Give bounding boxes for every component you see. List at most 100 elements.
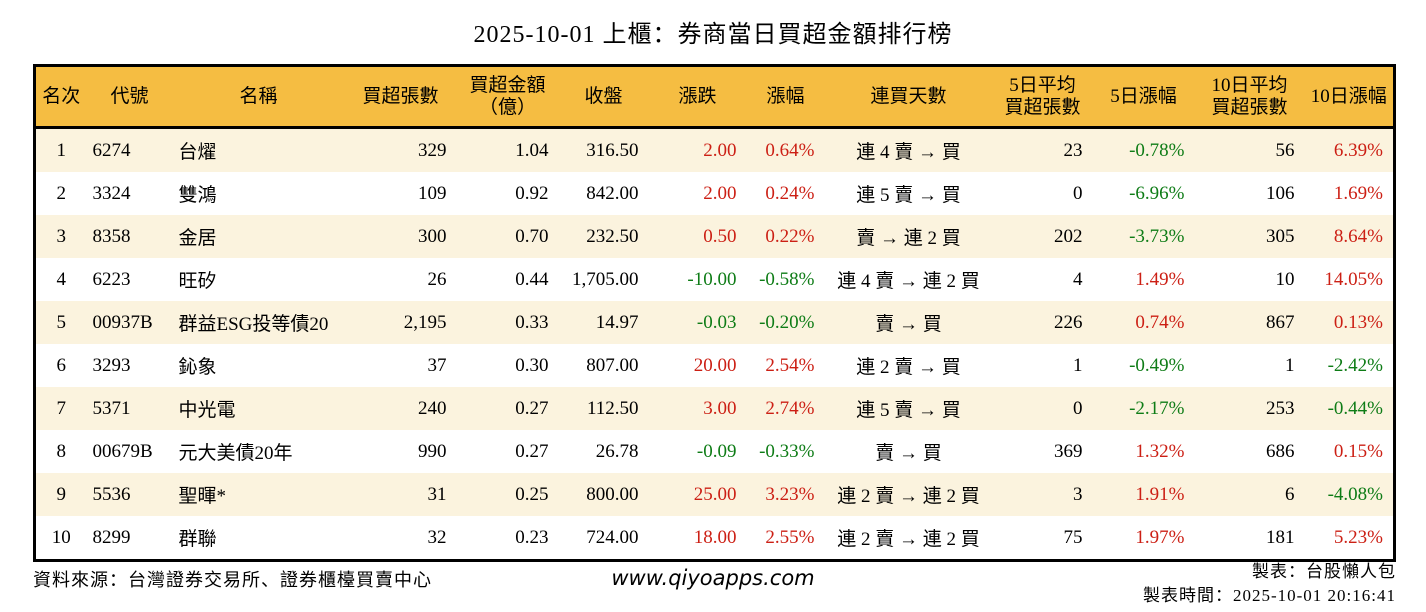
table-header: 名次 代號 名稱 買超張數 買超金額 （億） 收盤 漲跌 漲幅 連買天數 5日平均 買超張數 5日漲… xyxy=(34,65,1395,129)
cell-change-pct: 0.22% xyxy=(746,215,825,258)
cell-net-buy-amount: 0.92 xyxy=(456,172,559,215)
cell-rank: 1 xyxy=(34,127,87,172)
cell-rank: 6 xyxy=(34,344,87,387)
cell-close: 112.50 xyxy=(558,387,649,430)
cell-pct5: 1.97% xyxy=(1092,516,1195,561)
column-header-pct10: 10日漲幅 xyxy=(1304,65,1395,129)
cell-change: 2.00 xyxy=(648,172,747,215)
cell-change-pct: 2.55% xyxy=(746,516,825,561)
column-header-avg10-volume: 10日平均 買超張數 xyxy=(1194,65,1305,129)
website-watermark: www.qiyoapps.com xyxy=(611,566,815,590)
cell-avg10-volume: 181 xyxy=(1194,516,1305,561)
table-row: 4 6223 旺矽 26 0.44 1,705.00 -10.00 -0.58% 連 4 賣 →… xyxy=(34,258,1395,301)
cell-pct10: 6.39% xyxy=(1304,127,1395,172)
made-timestamp: 製表時間：2025-10-01 20:16:41 xyxy=(1142,586,1396,605)
cell-pct5: 1.32% xyxy=(1092,430,1195,473)
column-header-streak: 連買天數 xyxy=(824,65,993,129)
cell-pct10: 14.05% xyxy=(1304,258,1395,301)
cell-streak: 連 5 賣 → 買 xyxy=(824,387,993,430)
cell-pct5: -0.49% xyxy=(1092,344,1195,387)
cell-rank: 9 xyxy=(34,473,87,516)
cell-net-buy-volume: 109 xyxy=(344,172,457,215)
cell-change-pct: 2.54% xyxy=(746,344,825,387)
cell-avg5-volume: 0 xyxy=(992,172,1093,215)
cell-change-pct: 0.24% xyxy=(746,172,825,215)
cell-code: 3324 xyxy=(86,172,173,215)
cell-rank: 7 xyxy=(34,387,87,430)
cell-net-buy-amount: 0.30 xyxy=(456,344,559,387)
cell-net-buy-amount: 0.27 xyxy=(456,430,559,473)
cell-code: 6274 xyxy=(86,127,173,172)
column-header-avg5-volume: 5日平均 買超張數 xyxy=(992,65,1093,129)
table-row: 5 00937B 群益ESG投等債20 2,195 0.33 14.97 -0.03 -0.2… xyxy=(34,301,1395,344)
cell-name: 金居 xyxy=(172,215,345,258)
cell-net-buy-volume: 329 xyxy=(344,127,457,172)
table-row: 10 8299 群聯 32 0.23 724.00 18.00 2.55% 連 2 賣 → 連 … xyxy=(34,516,1395,561)
column-header-code: 代號 xyxy=(86,65,173,129)
cell-change: 25.00 xyxy=(648,473,747,516)
cell-change: 18.00 xyxy=(648,516,747,561)
cell-net-buy-volume: 31 xyxy=(344,473,457,516)
table-body: 1 6274 台燿 329 1.04 316.50 2.00 0.64% 連 4 賣 → 買 23… xyxy=(34,127,1395,561)
cell-streak: 賣 → 買 xyxy=(824,301,993,344)
maker-credit: 製表：台股懶人包 xyxy=(1252,562,1396,581)
cell-change: -0.03 xyxy=(648,301,747,344)
cell-avg5-volume: 23 xyxy=(992,127,1093,172)
cell-pct5: -0.78% xyxy=(1092,127,1195,172)
cell-net-buy-volume: 990 xyxy=(344,430,457,473)
cell-pct10: 5.23% xyxy=(1304,516,1395,561)
cell-change: 0.50 xyxy=(648,215,747,258)
cell-net-buy-amount: 0.70 xyxy=(456,215,559,258)
cell-change: 3.00 xyxy=(648,387,747,430)
cell-avg10-volume: 1 xyxy=(1194,344,1305,387)
credit-block: 製表：台股懶人包 製表時間：2025-10-01 20:16:41 xyxy=(1143,560,1396,608)
cell-net-buy-volume: 37 xyxy=(344,344,457,387)
cell-net-buy-volume: 2,195 xyxy=(344,301,457,344)
column-header-net-buy-amount: 買超金額 （億） xyxy=(456,65,559,129)
cell-net-buy-volume: 32 xyxy=(344,516,457,561)
cell-net-buy-amount: 0.25 xyxy=(456,473,559,516)
cell-avg5-volume: 1 xyxy=(992,344,1093,387)
cell-rank: 5 xyxy=(34,301,87,344)
cell-avg10-volume: 253 xyxy=(1194,387,1305,430)
cell-name: 雙鴻 xyxy=(172,172,345,215)
cell-close: 800.00 xyxy=(558,473,649,516)
cell-close: 14.97 xyxy=(558,301,649,344)
cell-change-pct: 2.74% xyxy=(746,387,825,430)
cell-net-buy-volume: 240 xyxy=(344,387,457,430)
cell-pct10: 0.15% xyxy=(1304,430,1395,473)
cell-net-buy-volume: 300 xyxy=(344,215,457,258)
cell-close: 724.00 xyxy=(558,516,649,561)
cell-avg10-volume: 6 xyxy=(1194,473,1305,516)
cell-avg5-volume: 202 xyxy=(992,215,1093,258)
cell-name: 鈊象 xyxy=(172,344,345,387)
cell-name: 群益ESG投等債20 xyxy=(172,301,345,344)
cell-change: -0.09 xyxy=(648,430,747,473)
cell-pct5: 0.74% xyxy=(1092,301,1195,344)
cell-avg5-volume: 0 xyxy=(992,387,1093,430)
cell-close: 232.50 xyxy=(558,215,649,258)
cell-name: 中光電 xyxy=(172,387,345,430)
table-row: 1 6274 台燿 329 1.04 316.50 2.00 0.64% 連 4 賣 → 買 23… xyxy=(34,127,1395,172)
cell-pct10: -0.44% xyxy=(1304,387,1395,430)
header-row: 名次 代號 名稱 買超張數 買超金額 （億） 收盤 漲跌 漲幅 連買天數 5日平均 買超張數 5日漲… xyxy=(34,65,1395,129)
cell-avg10-volume: 106 xyxy=(1194,172,1305,215)
cell-code: 3293 xyxy=(86,344,173,387)
cell-close: 26.78 xyxy=(558,430,649,473)
column-header-name: 名稱 xyxy=(172,65,345,129)
cell-pct5: -6.96% xyxy=(1092,172,1195,215)
cell-net-buy-amount: 0.23 xyxy=(456,516,559,561)
cell-streak: 賣 → 買 xyxy=(824,430,993,473)
cell-code: 8358 xyxy=(86,215,173,258)
cell-avg10-volume: 305 xyxy=(1194,215,1305,258)
cell-rank: 4 xyxy=(34,258,87,301)
cell-rank: 8 xyxy=(34,430,87,473)
cell-pct10: 0.13% xyxy=(1304,301,1395,344)
cell-close: 316.50 xyxy=(558,127,649,172)
cell-name: 群聯 xyxy=(172,516,345,561)
cell-name: 聖暉* xyxy=(172,473,345,516)
cell-avg5-volume: 369 xyxy=(992,430,1093,473)
